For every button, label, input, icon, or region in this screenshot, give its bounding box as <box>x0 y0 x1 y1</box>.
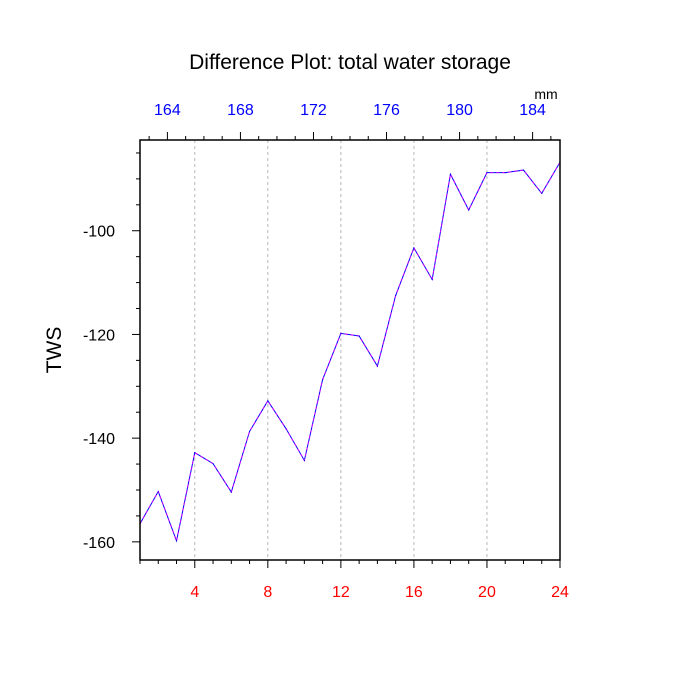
data-point <box>522 169 525 171</box>
y-axis-label: TWS <box>43 327 66 374</box>
x-bottom-tick-label: 4 <box>190 584 199 601</box>
x-top-tick-label: 164 <box>154 102 181 119</box>
grid <box>194 140 488 560</box>
x-top-tick-label: 176 <box>373 102 400 119</box>
data-point <box>340 332 342 335</box>
x-bottom-tick-label: 16 <box>405 584 423 601</box>
x-top-tick-label: 172 <box>300 102 327 119</box>
data-point <box>248 430 251 433</box>
data-point <box>486 172 488 174</box>
tick-labels: 4 8 12 16 20 24 164 168 172 176 180 184 -160 -140 -120… <box>83 102 569 601</box>
x-bottom-tick-label: 20 <box>478 584 496 601</box>
y-tick-label: -140 <box>83 431 115 448</box>
data-point <box>230 491 232 493</box>
data-point <box>413 247 415 249</box>
data-point <box>212 462 214 465</box>
chart-title: Difference Plot: total water storage <box>189 51 511 74</box>
data-point <box>431 278 433 281</box>
unit-label: mm <box>534 86 557 102</box>
data-point <box>541 192 543 195</box>
data-point <box>303 459 305 462</box>
data-point <box>376 365 378 367</box>
series-line <box>139 162 561 543</box>
data-point <box>395 294 397 297</box>
y-tick-label: -160 <box>83 535 115 552</box>
series-layer <box>139 161 561 543</box>
x-bottom-tick-label: 8 <box>263 584 272 601</box>
data-point <box>468 209 470 211</box>
x-top-tick-label: 184 <box>519 102 546 119</box>
data-point <box>449 173 452 175</box>
axis-ticks <box>132 132 561 568</box>
data-point <box>267 400 269 402</box>
x-bottom-tick-label: 12 <box>332 584 350 601</box>
y-tick-label: -100 <box>83 224 115 241</box>
data-point <box>358 335 360 337</box>
data-point <box>194 452 196 454</box>
plot-frame <box>139 139 561 561</box>
x-bottom-tick-label: 24 <box>551 584 569 601</box>
data-point <box>157 490 159 493</box>
series-line-dash <box>139 162 561 543</box>
x-top-tick-label: 180 <box>446 102 473 119</box>
data-point <box>322 378 324 381</box>
data-point <box>285 428 287 430</box>
x-top-tick-label: 168 <box>227 102 254 119</box>
data-point <box>504 172 506 174</box>
data-point <box>175 540 178 542</box>
y-tick-label: -120 <box>83 327 115 344</box>
